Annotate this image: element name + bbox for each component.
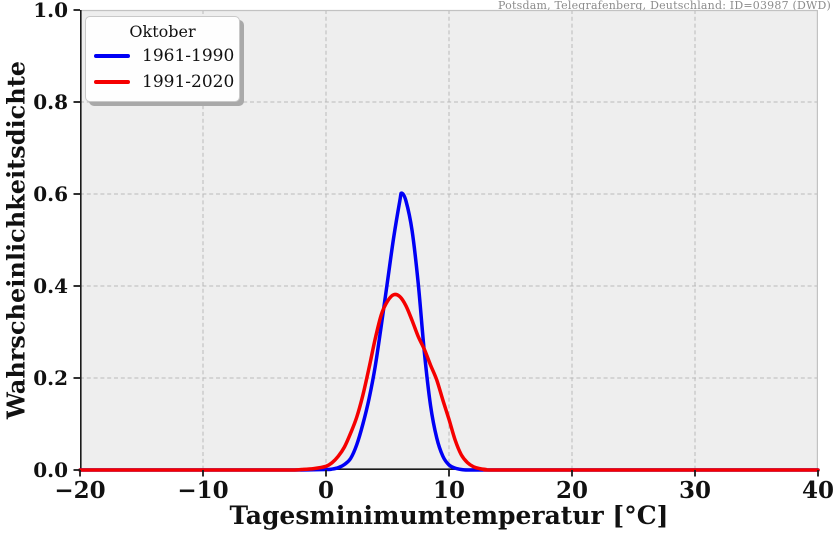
figure-title: Potsdam, Telegrafenberg, Deutschland: ID… xyxy=(498,0,831,12)
y-tick-label: 0.6 xyxy=(33,182,68,206)
x-tick-label: 0 xyxy=(317,477,334,504)
legend: Oktober 1961-1990 1991-2020 xyxy=(85,16,240,102)
chart-canvas xyxy=(73,9,820,477)
x-tick-label: −20 xyxy=(54,477,106,504)
legend-title: Oktober xyxy=(129,22,196,41)
legend-line-swatch xyxy=(94,80,130,84)
legend-entries: 1961-1990 1991-2020 xyxy=(86,43,239,95)
y-tick-label: 0.4 xyxy=(33,274,68,298)
x-tick-label: 20 xyxy=(555,477,588,504)
curve-1991-2020 xyxy=(78,292,820,472)
y-tick-label: 0.8 xyxy=(33,90,68,114)
legend-entry: 1961-1990 xyxy=(86,43,239,69)
x-tick-label: −10 xyxy=(177,477,229,504)
x-tick-label: 10 xyxy=(432,477,465,504)
y-tick-label: 0.2 xyxy=(33,366,68,390)
x-tick-label: 40 xyxy=(801,477,834,504)
x-axis-label: Tagesminimumtemperatur [°C] xyxy=(229,501,669,530)
legend-line-swatch xyxy=(94,54,130,58)
legend-entry-label: 1991-2020 xyxy=(142,72,235,92)
legend-entry: 1991-2020 xyxy=(86,69,239,95)
y-tick-label: 1.0 xyxy=(33,0,68,22)
curve-1961-1990 xyxy=(78,191,820,472)
y-tick-label: 0.0 xyxy=(33,458,68,482)
x-tick-label: 30 xyxy=(678,477,711,504)
legend-entry-label: 1961-1990 xyxy=(142,46,235,66)
